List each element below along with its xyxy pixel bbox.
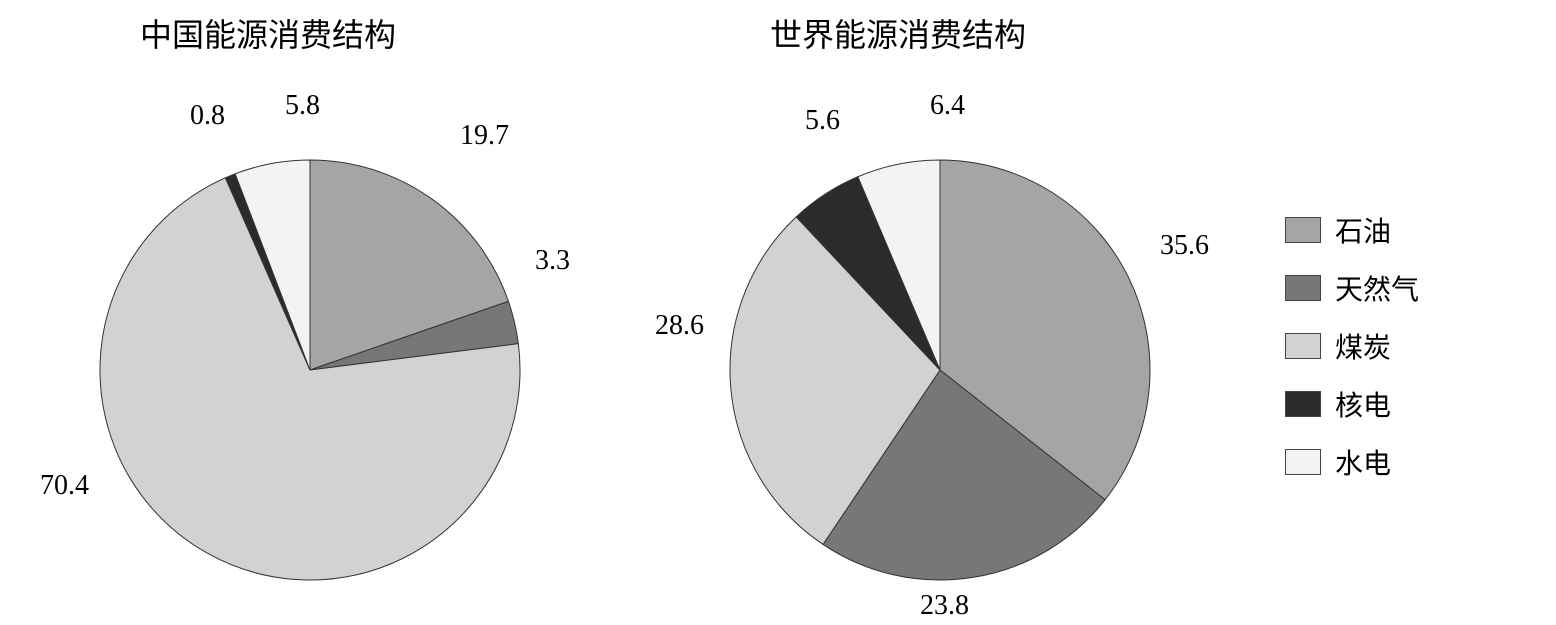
china-label-hydro: 5.8 [285, 90, 320, 122]
legend-label-oil: 石油 [1335, 210, 1391, 250]
legend-label-nuclear: 核电 [1335, 384, 1391, 424]
china-label-nuclear: 0.8 [190, 100, 225, 132]
legend-swatch-nuclear [1285, 391, 1321, 417]
legend-swatch-coal [1285, 333, 1321, 359]
legend-label-gas: 天然气 [1335, 268, 1419, 308]
charts-container: 中国能源消费结构 世界能源消费结构 19.7 3.3 70.4 0.8 5.8 … [0, 0, 1556, 625]
world-label-nuclear: 5.6 [805, 105, 840, 137]
legend-swatch-gas [1285, 275, 1321, 301]
legend-item-hydro: 水电 [1285, 442, 1419, 482]
china-label-gas: 3.3 [535, 245, 570, 277]
china-label-oil: 19.7 [460, 120, 509, 152]
world-label-oil: 35.6 [1160, 230, 1209, 262]
legend-label-coal: 煤炭 [1335, 326, 1391, 366]
legend-swatch-hydro [1285, 449, 1321, 475]
china-label-coal: 70.4 [40, 470, 89, 502]
legend-label-hydro: 水电 [1335, 442, 1391, 482]
legend-item-nuclear: 核电 [1285, 384, 1419, 424]
legend: 石油 天然气 煤炭 核电 水电 [1285, 210, 1419, 482]
legend-item-coal: 煤炭 [1285, 326, 1419, 366]
world-label-coal: 28.6 [655, 310, 704, 342]
world-label-hydro: 6.4 [930, 90, 965, 122]
legend-swatch-oil [1285, 217, 1321, 243]
legend-item-oil: 石油 [1285, 210, 1419, 250]
legend-item-gas: 天然气 [1285, 268, 1419, 308]
world-label-gas: 23.8 [920, 590, 969, 622]
